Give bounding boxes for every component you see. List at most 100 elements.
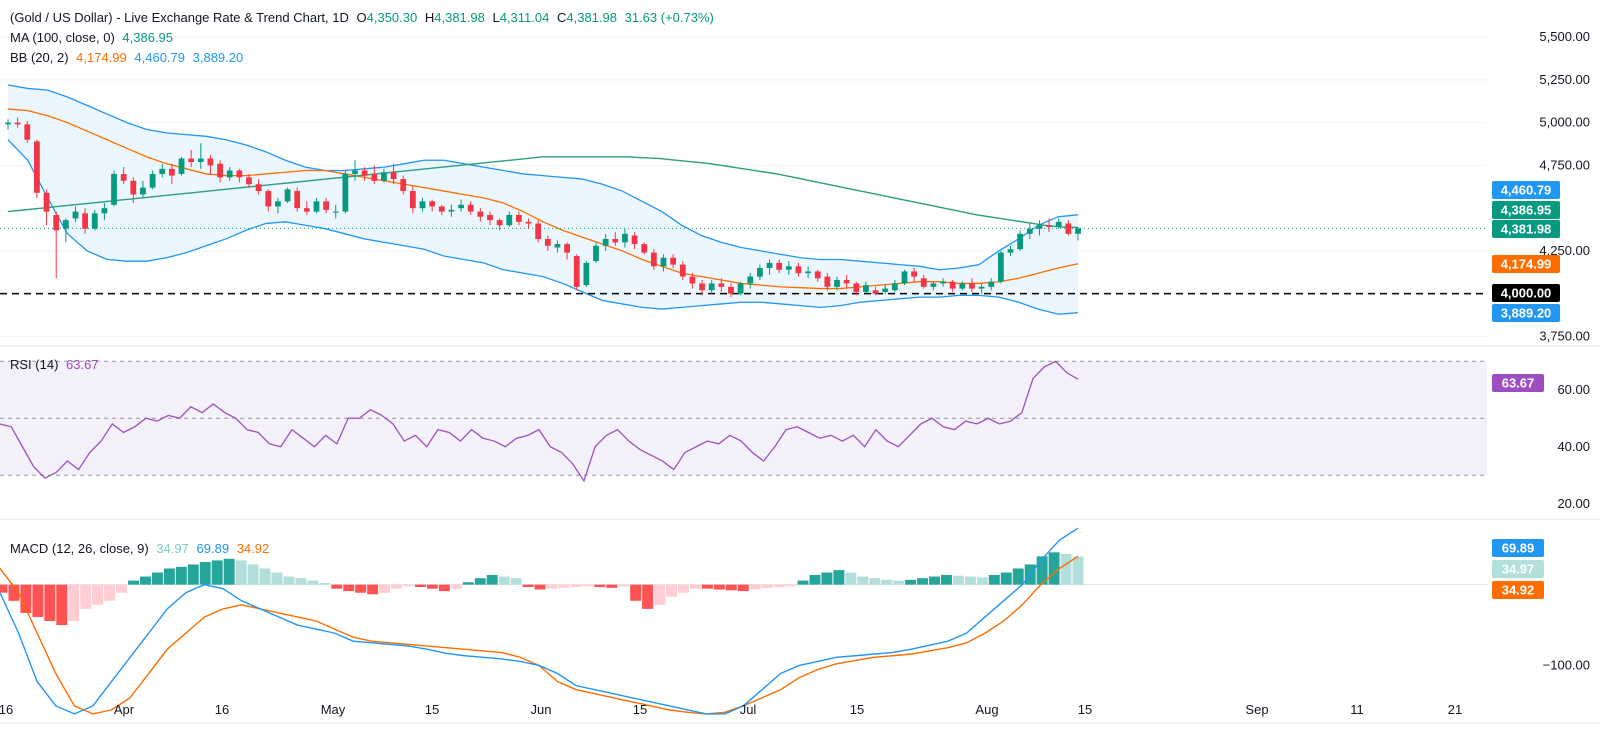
time-axis-label: 16 <box>215 702 229 717</box>
candle-body <box>679 264 686 277</box>
rsi-line <box>0 360 1079 483</box>
macd-histogram-bar <box>295 578 307 585</box>
macd-histogram-bar <box>367 584 379 595</box>
candle-body <box>496 220 503 226</box>
macd-histogram-bar <box>319 583 331 585</box>
candle-body <box>72 211 79 219</box>
rsi-legend[interactable]: RSI (14) 63.67 <box>10 357 103 372</box>
ma-legend[interactable]: MA (100, close, 0) 4,386.95 <box>10 30 177 45</box>
bb-fill <box>8 85 1078 315</box>
candle-body <box>535 223 542 239</box>
macd-histogram-bar <box>44 584 56 621</box>
bb-basis-value: 4,174.99 <box>76 50 127 65</box>
candle-body <box>1065 223 1072 234</box>
macd-histogram-bar <box>701 584 713 589</box>
candle-body <box>564 244 570 253</box>
macd-histogram-bar <box>881 579 893 585</box>
macd-histogram-bar <box>666 584 677 597</box>
candle-body <box>14 122 21 125</box>
macd-histogram-bar <box>941 574 952 585</box>
candle-body <box>1036 225 1043 229</box>
candle-body <box>130 180 137 195</box>
macd-histogram-bar <box>175 566 187 585</box>
macd-histogram-bar <box>534 584 546 590</box>
macd-histogram-bar <box>403 584 414 587</box>
close-value: 4,381.98 <box>566 10 617 25</box>
candle-body <box>814 271 821 279</box>
candle-body <box>612 238 619 243</box>
candle-body <box>863 285 869 292</box>
bb-label: BB (20, 2) <box>10 50 69 65</box>
candle-body <box>275 201 281 207</box>
rsi-tick-label: 60.00 <box>1557 382 1590 397</box>
candle-body <box>602 238 609 246</box>
macd-histogram-bar <box>857 576 869 585</box>
macd-histogram-bar <box>725 584 737 591</box>
macd-badge-label: 34.97 <box>1502 562 1535 577</box>
candle-body <box>949 281 956 289</box>
macd-line <box>0 527 1079 715</box>
rsi-badge <box>1492 374 1544 392</box>
macd-signal-value: 34.92 <box>236 541 270 556</box>
candle-body <box>111 173 117 205</box>
time-axis-label: Jun <box>531 702 552 717</box>
candle-body <box>1007 249 1014 253</box>
low-label: L <box>492 10 500 25</box>
macd-histogram-bar <box>450 584 462 589</box>
macd-histogram-bar <box>1000 572 1012 585</box>
candle-body <box>969 283 975 289</box>
macd-histogram-bar <box>713 584 725 590</box>
macd-histogram-bar <box>199 562 211 585</box>
macd-legend[interactable]: MACD (12, 26, close, 9) 34.97 69.89 34.9… <box>10 541 273 556</box>
rsi-label: RSI (14) <box>10 357 59 372</box>
macd-histogram-bar <box>128 580 139 585</box>
macd-histogram-bar <box>8 584 20 601</box>
macd-histogram-bar <box>343 584 355 592</box>
candle-body <box>34 141 40 193</box>
macd-badge <box>1492 539 1544 557</box>
candle-body <box>197 158 204 162</box>
candle-body <box>650 252 657 267</box>
candle-body <box>506 215 513 226</box>
macd-histogram-bar <box>1060 553 1072 585</box>
bb-legend[interactable]: BB (20, 2) 4,174.99 4,460.79 3,889.20 <box>10 50 247 65</box>
candle-body <box>342 173 349 212</box>
macd-badge-label: 69.89 <box>1502 541 1535 556</box>
macd-histogram-bar <box>606 584 618 588</box>
candle-body <box>352 170 358 174</box>
candle-body <box>776 262 783 270</box>
time-axis-label: May <box>321 702 346 717</box>
macd-histogram-bar <box>1036 556 1048 585</box>
macd-histogram-bar <box>56 584 68 626</box>
macd-histogram-bar <box>438 584 450 592</box>
candle-body <box>930 283 937 287</box>
candle-body <box>525 221 532 224</box>
macd-histogram-bar <box>677 584 689 593</box>
macd-histogram-bar <box>749 584 761 590</box>
candle-body <box>583 262 590 286</box>
macd-histogram-bar <box>964 576 976 585</box>
candle-body <box>361 170 368 176</box>
macd-histogram-bar <box>211 560 223 585</box>
macd-histogram-bar <box>151 572 163 585</box>
macd-histogram-bar <box>283 576 295 585</box>
macd-hist-value: 34.97 <box>156 541 189 556</box>
candle-body <box>323 201 329 210</box>
time-axis-label: Apr <box>114 702 135 717</box>
candle-body <box>891 283 898 291</box>
macd-histogram-bar <box>797 580 809 585</box>
candle-body <box>438 206 445 212</box>
rsi-tick-label: 20.00 <box>1557 496 1590 511</box>
price-badge <box>1492 220 1560 238</box>
high-value: 4,381.98 <box>434 10 485 25</box>
macd-histogram-bar <box>546 584 558 589</box>
rsi-tick-label: 40.00 <box>1557 439 1590 454</box>
candle-body <box>824 276 831 287</box>
macd-histogram-bar <box>139 576 151 585</box>
macd-histogram-bar <box>630 584 642 601</box>
candle-body <box>757 268 763 277</box>
macd-histogram-bar <box>761 584 773 588</box>
candle-body <box>843 280 850 284</box>
